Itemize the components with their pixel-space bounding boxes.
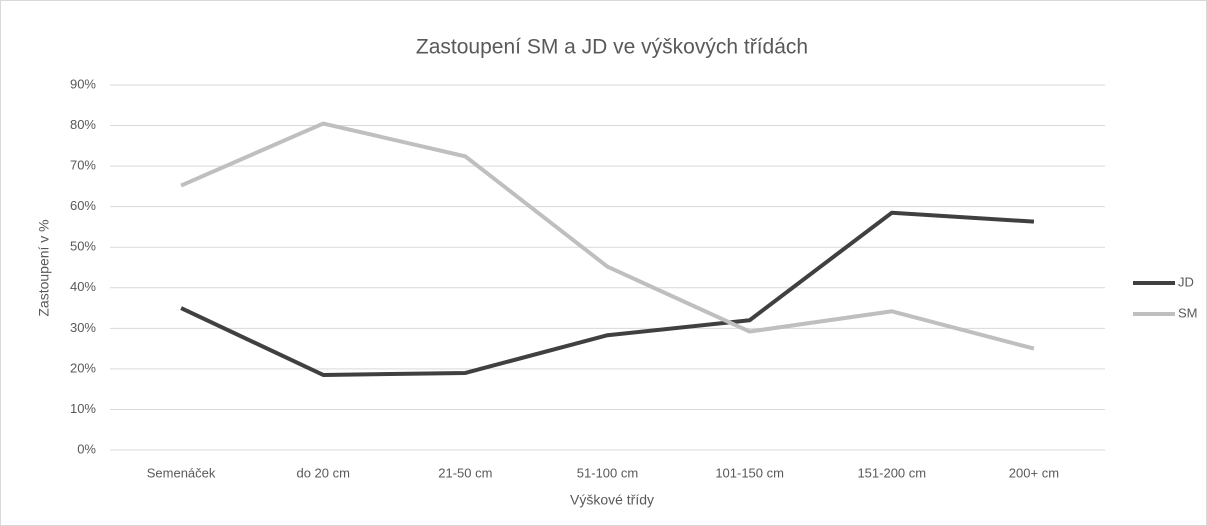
x-tick-label: 51-100 cm: [577, 465, 638, 480]
x-tick-label: 21-50 cm: [438, 465, 492, 480]
y-tick-label: 80%: [70, 117, 96, 132]
x-tick-label: 200+ cm: [1009, 465, 1059, 480]
y-tick-label: 70%: [70, 158, 96, 173]
y-tick-label: 40%: [70, 279, 96, 294]
series-line: [180, 210, 1035, 377]
y-tick-label: 90%: [70, 76, 96, 91]
y-tick-label: 50%: [70, 239, 96, 254]
x-axis-title: Výškové třídy: [570, 492, 654, 508]
x-tick-label: Semenáček: [147, 465, 216, 480]
y-tick-label: 0%: [77, 441, 96, 456]
y-tick-label: 10%: [70, 401, 96, 416]
legend-label: JD: [1178, 274, 1194, 289]
y-tick-label: 30%: [70, 320, 96, 335]
chart-title: Zastoupení SM a JD ve výškových třídách: [416, 36, 808, 59]
x-tick-label: 101-150 cm: [715, 465, 784, 480]
legend-label: SM: [1178, 305, 1198, 320]
y-tick-label: 60%: [70, 198, 96, 213]
x-tick-label: do 20 cm: [296, 465, 349, 480]
y-tick-label: 20%: [70, 360, 96, 375]
series-line: [180, 121, 1035, 351]
x-tick-label: 151-200 cm: [857, 465, 926, 480]
y-axis-title: Zastoupení v %: [36, 219, 52, 316]
